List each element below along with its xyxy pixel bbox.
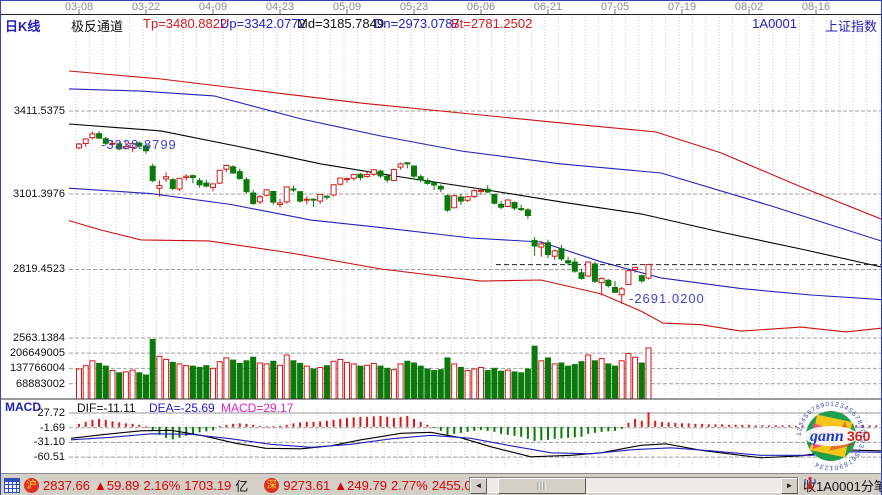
- scrollbar-thumb[interactable]: [498, 478, 586, 494]
- gann360-logo: gann 360 1234567890123456789012345678901…: [796, 401, 871, 471]
- date-tick-label: 04-09: [198, 1, 228, 13]
- macd-scale-label: -1.69: [39, 421, 65, 434]
- dea-line: [70, 433, 881, 456]
- date-tick-label: 07-19: [667, 1, 697, 13]
- date-tick-label: 07-05: [600, 1, 630, 13]
- symbol-name: 上证指数: [824, 19, 877, 34]
- channel-line-dn: [68, 187, 881, 301]
- quote-table-icon[interactable]: [4, 477, 20, 493]
- symbol-code: 1A0001: [752, 16, 797, 31]
- logo-text-gann: gann: [809, 428, 844, 445]
- price-axis-label: 2819.4523: [13, 263, 65, 276]
- sz-pct: 2.77%: [390, 477, 428, 493]
- volume-axis-label: 137766004: [9, 362, 65, 375]
- price-annotation-high: -3338.8799: [101, 137, 177, 152]
- macd-scale-label: 27.72: [37, 406, 65, 419]
- channel-line-md: [68, 123, 881, 268]
- channel-line-tp: [68, 70, 881, 220]
- date-tick-label: 08-16: [801, 1, 831, 13]
- antenna-icon: [804, 476, 816, 489]
- macd-scale-label: -60.51: [33, 451, 65, 464]
- scroll-right-button[interactable]: ►: [781, 478, 798, 494]
- scrollbar-grip: [537, 482, 547, 490]
- macd-dif-value: DIF=-11.11: [77, 401, 136, 415]
- indicator-name: 极反通道: [71, 19, 124, 34]
- sh-change: ▲59.89: [94, 477, 140, 493]
- sz-index-value[interactable]: 9273.61: [283, 477, 331, 493]
- price-axis-label: 3101.3976: [13, 188, 65, 200]
- chart-type-label: 日K线: [5, 19, 41, 34]
- channel-line-bt: [68, 220, 881, 333]
- logo-band: [804, 426, 858, 446]
- scroll-left-button[interactable]: ◄: [470, 478, 487, 494]
- price-axis-label: 2563.1384: [13, 332, 65, 345]
- volume-axis-label: 68883002: [16, 377, 65, 390]
- channel-value-up: Up=3342.0772: [220, 16, 306, 31]
- date-tick-label: 04-23: [265, 1, 295, 13]
- date-tick-label: 03-22: [131, 1, 161, 13]
- channel-value-dn: Dn=2973.0787: [374, 16, 460, 31]
- sh-amount: 1703.19: [184, 477, 232, 493]
- volume-axis-label: 206649005: [9, 347, 65, 360]
- macd-scale-label: -31.10: [33, 436, 65, 449]
- shenzhen-icon[interactable]: 深: [264, 477, 280, 493]
- sh-pct: 2.16%: [143, 477, 181, 493]
- channel-line-up: [68, 88, 881, 242]
- price-annotation-low: -2691.0200: [629, 291, 705, 306]
- logo-text-360: 360: [847, 428, 871, 444]
- channel-value-bt: Bt=2781.2502: [451, 16, 533, 31]
- status-bar: 沪 2837.66 ▲59.89 2.16% 1703.19 亿 深 9273.…: [1, 473, 881, 495]
- date-tick-label: 03-08: [64, 1, 94, 13]
- sz-amount: 2455.05: [431, 477, 479, 493]
- date-tick-label: 05-23: [399, 1, 429, 13]
- channel-value-tp: Tp=3480.8822: [143, 16, 228, 31]
- receiving-status-text: 收1A0001分笔: [803, 479, 882, 494]
- sh-amount-unit: 亿: [235, 478, 249, 494]
- macd-hist-value: MACD=29.17: [221, 401, 294, 415]
- date-tick-label: 05-09: [332, 1, 362, 13]
- channel-value-md: Md=3185.7849: [297, 16, 385, 31]
- date-tick-label: 06-21: [533, 1, 563, 13]
- price-axis-label: 3411.5375: [13, 105, 65, 117]
- macd-dea-value: DEA=-25.69: [149, 401, 215, 415]
- shanghai-icon[interactable]: 沪: [24, 477, 39, 493]
- horizontal-scrollbar[interactable]: ◄ ►: [469, 477, 799, 494]
- date-tick-label: 06-06: [466, 1, 496, 13]
- sz-change: ▲249.79: [334, 477, 387, 493]
- date-tick-label: 08-02: [734, 1, 764, 13]
- sh-index-value[interactable]: 2837.66: [43, 477, 90, 493]
- macd-panel-label: MACD: [5, 400, 41, 414]
